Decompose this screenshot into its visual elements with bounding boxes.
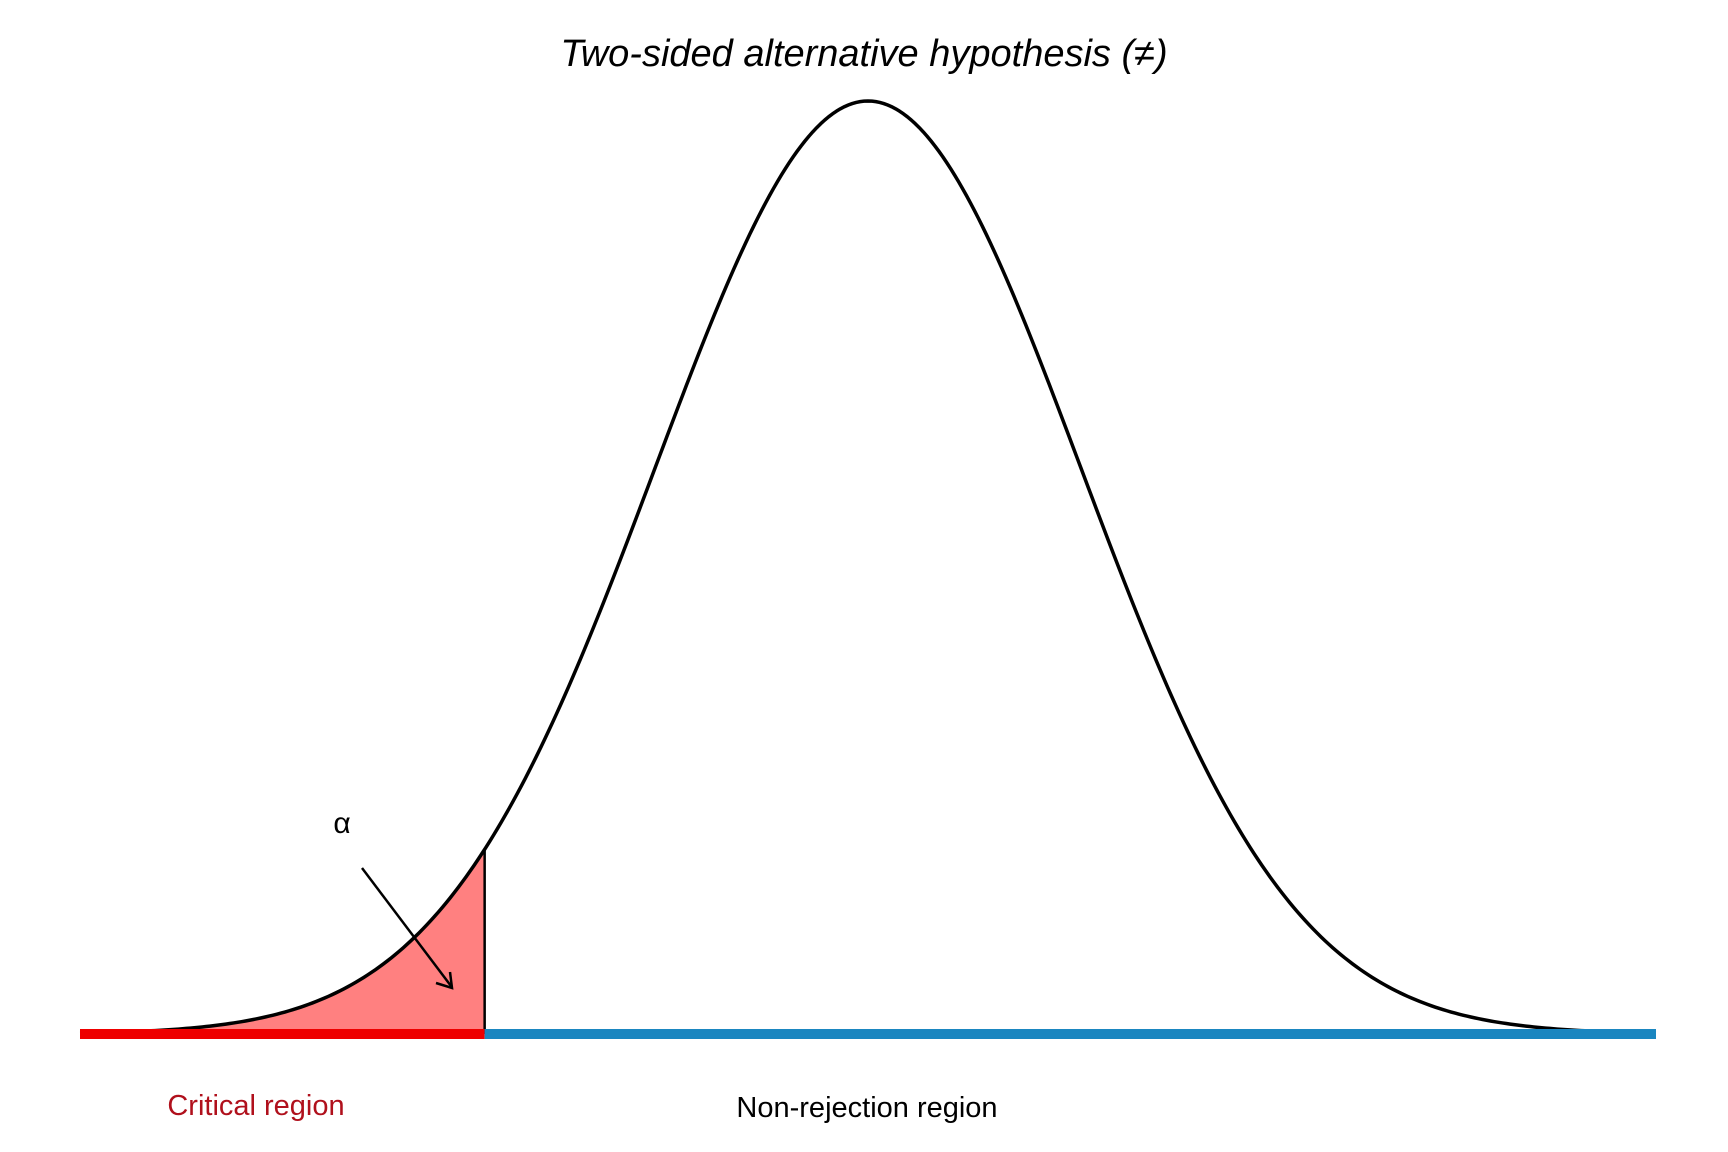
critical-region-shading [80,849,485,1034]
alpha-label: α [333,807,350,840]
non-rejection-region-label: Non-rejection region [736,1092,997,1124]
alpha-arrow [361,867,454,990]
density-curve [79,99,1657,1035]
critical-region-label: Critical region [167,1090,344,1122]
diagram-title: Two-sided alternative hypothesis (≠) [560,33,1167,75]
